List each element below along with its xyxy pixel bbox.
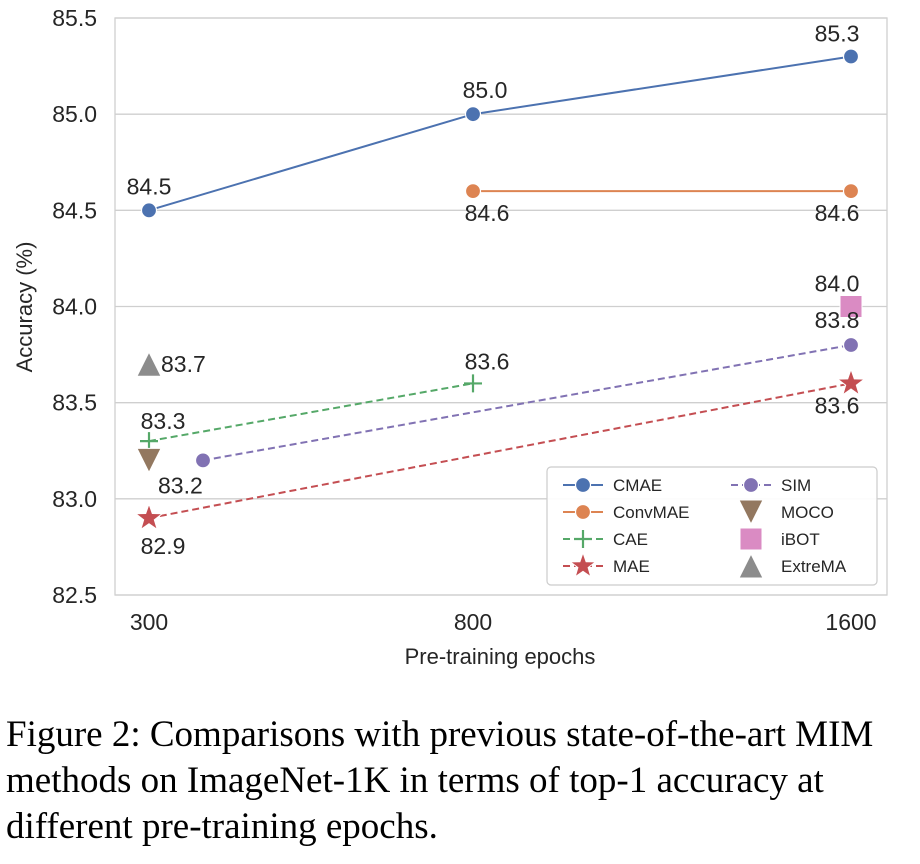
data-label-cae-1: 83.6 [465, 348, 510, 374]
marker-cae-1 [464, 374, 482, 393]
y-tick-83-0: 83.0 [52, 486, 97, 512]
x-tick-300: 300 [130, 609, 168, 635]
grid-lines [114, 17, 888, 596]
marker-mae-0 [134, 502, 164, 531]
plot-frame [114, 17, 888, 596]
x-axis-label: Pre-training epochs [405, 644, 596, 669]
legend-label-moco: MOCO [781, 503, 834, 522]
marker-extrema-0 [136, 351, 162, 377]
data-label-mae-1: 83.6 [815, 392, 860, 418]
data-label-convmae-0: 84.6 [465, 200, 510, 226]
data-label-moco-0: 83.2 [158, 472, 203, 498]
legend-marker-mae [568, 551, 598, 579]
data-labels: 84.5 85.0 85.3 84.6 84.6 83.3 83.6 82.9 83.6 83.8… [127, 20, 860, 559]
marker-moco-0 [136, 447, 162, 474]
legend-marker-convmae [574, 503, 592, 521]
legend-marker-cae [574, 530, 592, 548]
x-tick-800: 800 [454, 609, 492, 635]
figure-caption: Figure 2: Comparisons with previous stat… [6, 714, 874, 847]
data-label-mae-0: 82.9 [141, 533, 186, 559]
data-label-cmae-0: 84.5 [127, 173, 172, 199]
legend-box [546, 466, 878, 586]
legend-label-cmae: CMAE [613, 476, 662, 495]
data-label-cmae-2: 85.3 [815, 20, 860, 46]
marker-sim-1 [842, 336, 860, 354]
data-label-extrema-0: 83.7 [161, 351, 206, 377]
accuracy-vs-epochs-chart: 82.583.083.584.084.585.085.5 300 800 1600 … [12, 5, 888, 669]
marker-ibot-0 [839, 295, 863, 318]
series-lines [148, 55, 852, 520]
legend-label-extrema: ExtreMA [781, 557, 847, 576]
legend-label-convmae: ConvMAE [613, 503, 690, 522]
series-line-cae [148, 382, 474, 443]
y-tick-83-5: 83.5 [52, 390, 97, 416]
marker-mae-1 [836, 367, 866, 397]
y-tick-82-5: 82.5 [52, 582, 97, 608]
y-tick-85-0: 85.0 [52, 101, 97, 127]
legend-marker-moco [738, 499, 764, 526]
data-label-sim-1: 83.8 [815, 307, 860, 333]
y-axis-label: Accuracy (%) [12, 242, 37, 373]
y-tick-84-5: 84.5 [52, 197, 97, 223]
marker-cmae-2 [842, 48, 860, 65]
x-tick-labels: 300 800 1600 [130, 609, 877, 635]
data-label-convmae-1: 84.6 [815, 200, 860, 226]
legend-label-ibot: iBOT [781, 530, 820, 549]
legend-marker-extrema [738, 552, 764, 579]
data-label-ibot-0: 84.0 [815, 271, 860, 297]
legend: CMAE ConvMAE CAE MAE SIM MOCO iBOT ExtreMA [546, 466, 878, 586]
y-tick-labels: 82.5 83.0 83.5 84.0 84.5 85.0 85.5 [52, 5, 97, 608]
legend-marker-ibot [739, 527, 763, 551]
y-tick-85-5: 85.5 [52, 5, 97, 31]
legend-marker-cmae [574, 476, 592, 494]
marker-cae-0 [140, 432, 158, 451]
marker-sim-0 [194, 452, 212, 469]
marker-convmae-1 [842, 183, 860, 200]
x-tick-1600: 1600 [825, 609, 876, 635]
legend-label-cae: CAE [613, 530, 648, 549]
y-tick-84-0: 84.0 [52, 294, 97, 320]
legend-label-mae: MAE [613, 557, 650, 576]
series-line-mae [148, 382, 852, 520]
data-label-cmae-1: 85.0 [463, 77, 508, 103]
marker-convmae-0 [464, 183, 482, 200]
series-markers [134, 48, 866, 531]
legend-marker-sim [742, 476, 760, 494]
data-label-cae-0: 83.3 [141, 408, 186, 434]
marker-cmae-1 [464, 106, 482, 123]
legend-label-sim: SIM [781, 476, 811, 495]
marker-cmae-0 [140, 202, 158, 219]
